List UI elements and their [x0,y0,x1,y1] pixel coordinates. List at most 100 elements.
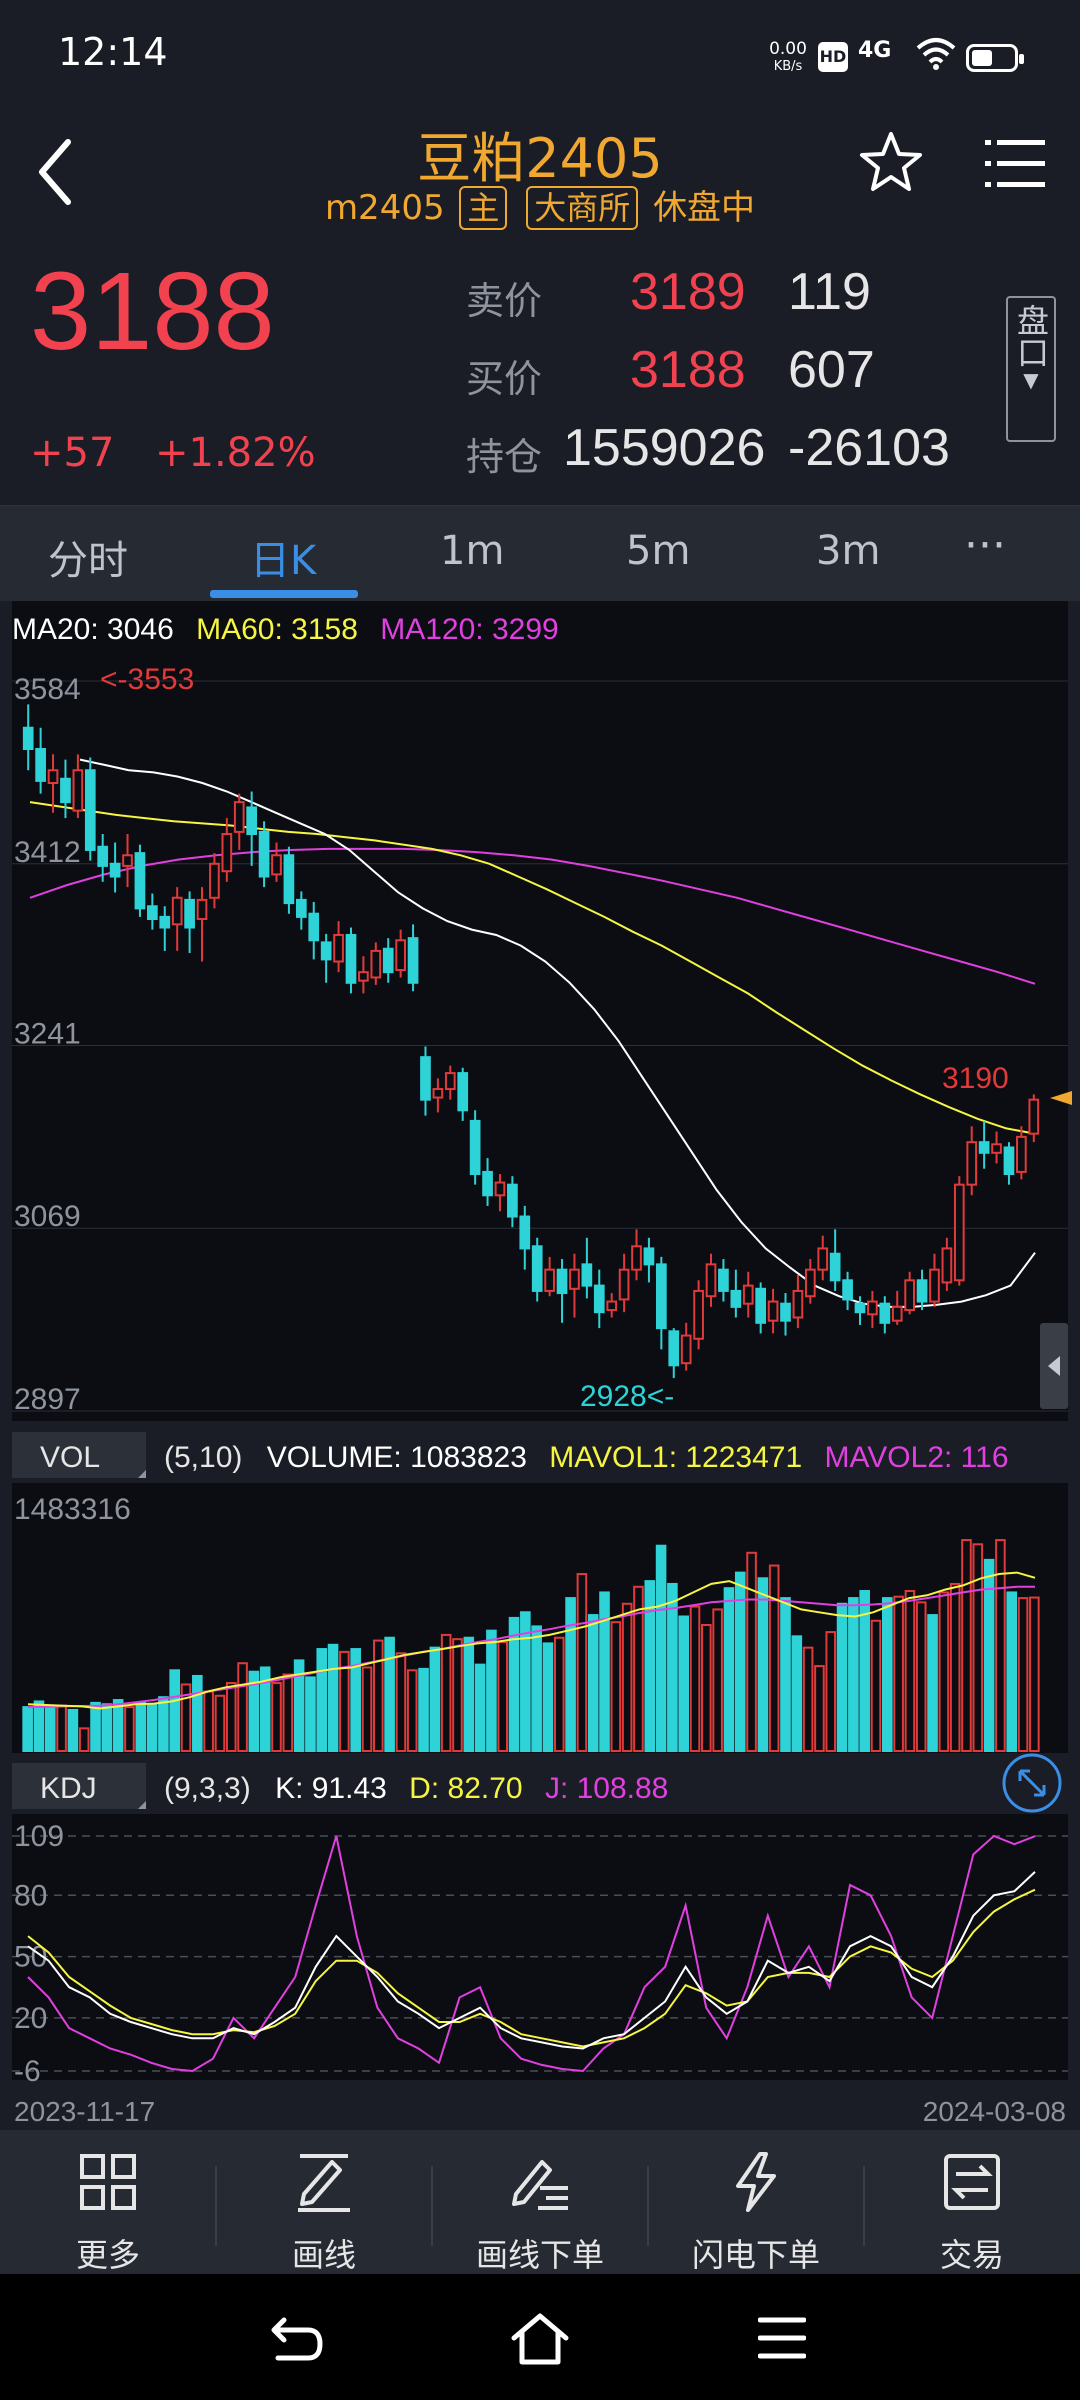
candle-body [221,833,233,873]
tab-daily-k[interactable]: 日K [250,538,317,584]
candle-body [817,1247,829,1271]
price-change-pct: +1.82% [155,430,316,476]
wifi-icon [916,36,956,78]
vol-selector-icon [138,1470,146,1478]
volume-bar [248,1670,260,1752]
volume-bar [1006,1591,1018,1752]
volume-bar [610,1621,622,1753]
volume-bar [531,1625,542,1753]
volume-bar [893,1595,904,1752]
main-y-axis: 3584 3412 3241 3069 2897 [14,673,81,1416]
candle-body [631,1245,642,1271]
net-speed: 0.00 KB/s [766,40,810,76]
candle-body [233,801,245,833]
candle-body [879,1302,891,1324]
volume-bar [904,1590,916,1753]
trade-button[interactable]: 交易 [864,2130,1080,2274]
back-button[interactable] [26,122,86,212]
candle-body [916,1279,928,1303]
candle-body [97,845,109,867]
ma120-line [29,847,1036,985]
mavol1-value: MAVOL1: 1223471 [549,1441,802,1474]
tab-1m[interactable]: 1m [440,528,505,574]
volume-bar [520,1611,531,1753]
candle-body [643,1247,655,1266]
volume-bars [22,1539,1040,1753]
candle-body [780,1302,791,1322]
vol-label-box[interactable] [12,1432,146,1478]
volume-bar [192,1674,203,1753]
volume-bar [814,1665,825,1752]
lightning-order-button[interactable]: 闪电下单 [648,2130,864,2274]
volume-bar [33,1700,45,1752]
volume-bar [78,1727,90,1752]
volume-bar [565,1597,576,1753]
tab-3m[interactable]: 3m [816,528,881,574]
nav-home-button[interactable] [510,2312,570,2370]
draw-line-button[interactable]: 画线 [216,2130,432,2274]
more-button[interactable]: 更多 [0,2130,216,2274]
volume-bar [995,1539,1006,1752]
low-annotation: 2928<- [580,1380,674,1413]
candle-body [904,1279,915,1312]
volume-bar [701,1623,712,1753]
toolbar-divider [215,2166,217,2246]
open-interest-label: 持仓 [466,435,543,479]
fullscreen-button[interactable] [1002,1753,1062,1813]
tab-intraday[interactable]: 分时 [48,538,128,584]
candle-body [171,896,183,926]
volume-bar [882,1597,893,1753]
order-book-toggle[interactable]: 盘口 ▼ [1006,296,1056,442]
volume-bar [633,1585,644,1753]
favorite-button[interactable] [856,128,926,198]
volume-bar [429,1646,441,1753]
volume-bar [418,1667,429,1753]
volume-bar [859,1590,870,1753]
volume-ma-lines [27,1571,1036,1710]
more-tabs-button[interactable]: ··· [964,520,1006,571]
tab-5m[interactable]: 5m [626,528,691,574]
volume-bar [723,1587,735,1752]
kdj-k-line [27,1871,1036,2050]
candle-body [730,1289,742,1308]
grid-icon [80,2154,136,2210]
volume-bar [203,1690,214,1752]
net-speed-value: 0.00 [769,39,807,59]
kline-chart[interactable]: MA20: 3046 MA60: 3158 MA120: 3299 3584 34… [0,601,1080,2131]
menu-button[interactable] [985,136,1045,192]
kdj-selector-icon [138,1801,146,1809]
candle-body [184,898,195,929]
nav-back-button[interactable] [270,2314,324,2368]
candle-body [295,898,307,918]
candle-body [494,1181,506,1197]
candle-body [680,1334,692,1365]
candle-body [718,1268,729,1292]
draw-order-button[interactable]: 画线下单 [432,2130,648,2274]
candle-body [283,854,295,905]
candle-body [134,852,146,910]
x-axis-start-date: 2023-11-17 [14,2096,155,2127]
x-axis-end-date: 2024-03-08 [923,2096,1066,2127]
volume-bar [848,1597,859,1753]
volume-bar [305,1676,316,1752]
candle-body [432,1088,444,1099]
volume-bar [915,1601,927,1752]
nav-menu-button[interactable] [757,2316,807,2364]
volume-bar [802,1646,814,1753]
volume-bar [972,1543,984,1753]
candle-body [209,862,220,899]
order-book-label: 盘口 [1012,304,1050,368]
status-bar: 12:14 0.00 KB/s HD 4G [0,0,1080,110]
hd-icon: HD [818,42,848,72]
status-time: 12:14 [58,30,168,74]
kdj-y-tick-label: 109 [14,1820,64,1853]
kdj-label-box[interactable] [12,1763,146,1809]
volume-bar [259,1666,271,1753]
volume-bar [780,1597,791,1753]
kdj-d-line [27,1888,1036,2048]
header: 豆粕2405 m2405 主 大商所 休盘中 [0,110,1080,240]
volume-bar [225,1682,237,1753]
volume-bar [395,1652,407,1753]
candle-body [929,1268,940,1303]
volume-bar [384,1636,395,1752]
